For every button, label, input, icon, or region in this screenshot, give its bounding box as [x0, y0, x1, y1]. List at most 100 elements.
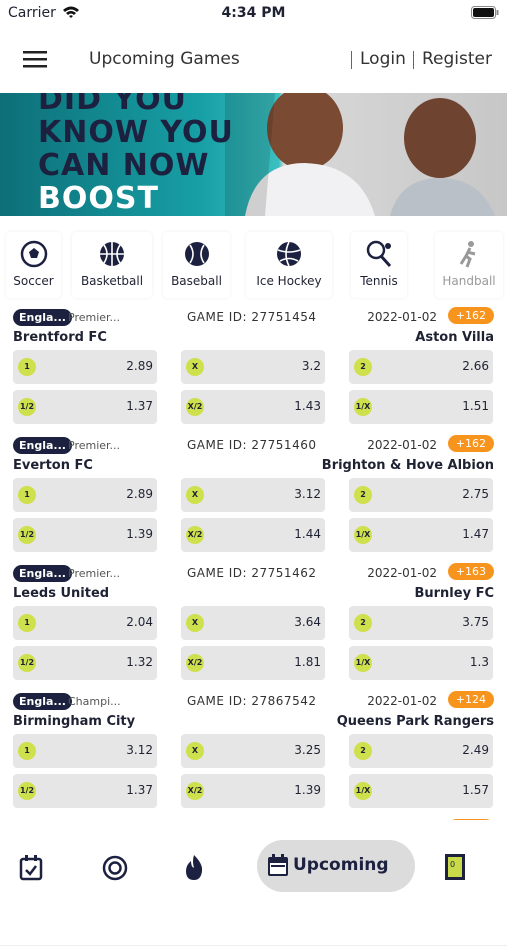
upcoming-tab[interactable]: Upcoming — [257, 840, 415, 892]
game-card: Engla... Premier... GAME ID: 27751454 2022-… — [0, 305, 507, 434]
sport-icon — [459, 241, 476, 268]
upcoming-label: Upcoming — [293, 855, 389, 875]
odds-button[interactable]: X 3.25 — [181, 734, 325, 768]
separator — [413, 51, 414, 69]
promo-banner[interactable]: DID YOU KNOW YOU CAN NOW BOOST — [0, 93, 507, 216]
separator — [351, 51, 352, 69]
odds-label: 1/2 — [18, 398, 36, 416]
coupon-badge: 0 — [450, 860, 456, 869]
odds-value: 1.3 — [469, 655, 489, 669]
odds-button[interactable]: 1 3.12 — [13, 734, 157, 768]
coupon-tab[interactable] — [444, 852, 466, 882]
odds-label: 1 — [18, 358, 36, 376]
odds-value: 1.44 — [294, 527, 321, 541]
odds-value: 3.64 — [294, 615, 321, 629]
sport-tab[interactable]: Baseball — [163, 232, 230, 298]
sport-tab[interactable]: Ice Hockey — [246, 232, 332, 298]
odds-button[interactable]: 1/X 1.57 — [349, 774, 493, 808]
game-date: 2022-01-02 — [367, 310, 437, 324]
odds-label: 2 — [354, 358, 372, 376]
odds-value: 1.39 — [294, 783, 321, 797]
odds-label: X — [186, 614, 204, 632]
sport-label: Handball — [442, 274, 496, 288]
clock: 4:34 PM — [221, 5, 286, 21]
game-id: GAME ID: 27751454 — [187, 310, 317, 324]
odds-button[interactable]: 1/2 1.39 — [13, 518, 157, 552]
sport-tab[interactable]: Soccer — [6, 232, 61, 298]
sport-tab[interactable]: Tennis — [351, 232, 407, 298]
sport-label: Soccer — [13, 274, 54, 288]
sport-label: Basketball — [80, 274, 144, 288]
home-team: Brentford FC — [13, 330, 107, 345]
odds-button[interactable]: X/2 1.44 — [181, 518, 325, 552]
odds-label: 1 — [18, 614, 36, 632]
odds-label: 1/2 — [18, 782, 36, 800]
league-badge: Engla... — [13, 437, 72, 454]
login-link[interactable]: Login — [360, 49, 406, 69]
odds-button[interactable]: 1 2.04 — [13, 606, 157, 640]
sport-icon — [184, 242, 209, 266]
odds-button[interactable]: 2 2.49 — [349, 734, 493, 768]
odds-label: 1/2 — [18, 654, 36, 672]
odds-button[interactable]: 1 2.89 — [13, 350, 157, 384]
game-card: Engla... Premier... GAME ID: 27751460 2022-… — [0, 433, 507, 562]
boost-badge: +162 — [447, 307, 494, 324]
menu-button[interactable] — [23, 50, 47, 68]
odds-button[interactable]: X/2 1.81 — [181, 646, 325, 680]
odds-value: 2.75 — [462, 487, 489, 501]
sport-icon — [277, 241, 301, 267]
odds-value: 3.2 — [301, 359, 321, 373]
sport-label: Baseball — [171, 274, 222, 288]
game-id: GAME ID: 27867542 — [187, 694, 317, 708]
odds-button[interactable]: X 3.2 — [181, 350, 325, 384]
home-team: Everton FC — [13, 458, 93, 473]
odds-label: X/2 — [186, 782, 204, 800]
odds-label: 1 — [18, 742, 36, 760]
odds-button[interactable]: 1/2 1.37 — [13, 774, 157, 808]
banner-line: BOOST — [38, 181, 159, 216]
odds-value: 2.89 — [126, 359, 153, 373]
odds-value: 1.81 — [294, 655, 321, 669]
odds-label: 1/2 — [18, 526, 36, 544]
home-team: Leeds United — [13, 586, 110, 601]
carrier: Carrier — [8, 5, 56, 21]
boost-badge: +163 — [447, 563, 494, 580]
boost-badge: +124 — [447, 691, 494, 708]
game-id: GAME ID: 27751460 — [187, 438, 317, 452]
register-link[interactable]: Register — [422, 49, 492, 69]
odds-button[interactable]: 1/2 1.32 — [13, 646, 157, 680]
odds-button[interactable]: 1/2 1.37 — [13, 390, 157, 424]
hot-tab[interactable] — [183, 854, 205, 881]
odds-button[interactable]: 1/X 1.51 — [349, 390, 493, 424]
league-badge: Engla... — [13, 693, 72, 710]
odds-button[interactable]: 2 3.75 — [349, 606, 493, 640]
away-team: Burnley FC — [414, 586, 494, 601]
sport-icon — [100, 242, 124, 266]
odds-button[interactable]: X 3.12 — [181, 478, 325, 512]
odds-value: 1.51 — [462, 399, 489, 413]
odds-value: 3.75 — [462, 615, 489, 629]
odds-label: 1 — [18, 486, 36, 504]
odds-value: 2.89 — [126, 487, 153, 501]
sport-icon — [366, 240, 392, 268]
odds-button[interactable]: 2 2.75 — [349, 478, 493, 512]
odds-value: 3.12 — [126, 743, 153, 757]
league-badge: Engla... — [13, 565, 72, 582]
sport-label: Ice Hockey — [256, 274, 322, 288]
odds-button[interactable]: X/2 1.43 — [181, 390, 325, 424]
sport-icon — [20, 240, 47, 268]
odds-button[interactable]: X/2 1.39 — [181, 774, 325, 808]
odds-button[interactable]: X 3.64 — [181, 606, 325, 640]
odds-value: 2.49 — [462, 743, 489, 757]
sport-tab[interactable]: Handball — [435, 232, 503, 298]
target-tab[interactable] — [102, 855, 128, 881]
sport-tab[interactable]: Basketball — [72, 232, 152, 298]
odds-button[interactable]: 1/X 1.47 — [349, 518, 493, 552]
odds-button[interactable]: 1 2.89 — [13, 478, 157, 512]
odds-button[interactable]: 2 2.66 — [349, 350, 493, 384]
odds-button[interactable]: 1/X 1.3 — [349, 646, 493, 680]
away-team: Brighton & Hove Albion — [321, 458, 494, 473]
betslip-tab[interactable] — [19, 855, 43, 881]
odds-value: 1.39 — [126, 527, 153, 541]
banner-line: DID YOU — [38, 93, 187, 117]
